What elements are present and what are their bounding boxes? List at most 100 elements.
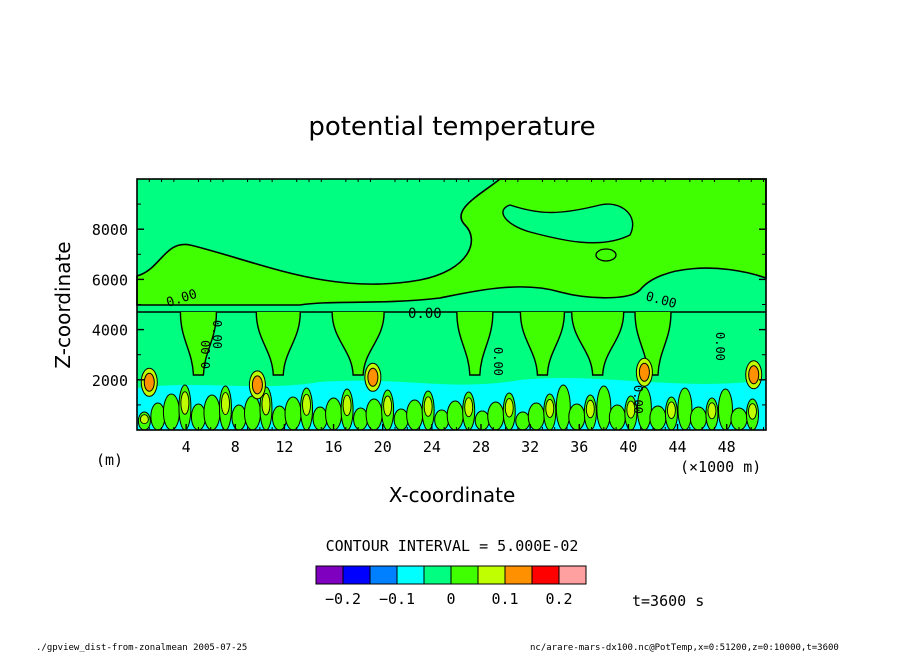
colorbar-swatch	[423, 565, 452, 585]
y-tick-label: 8000	[92, 221, 128, 239]
warm-core	[251, 375, 263, 395]
x-unit-label: (m)	[96, 451, 123, 469]
warm-core	[638, 362, 650, 382]
colorbar-swatch	[504, 565, 533, 585]
x-tick-label: 24	[423, 438, 441, 456]
upper-contour-patch	[502, 203, 634, 244]
turbulent-cell	[190, 403, 206, 431]
turbulent-core	[666, 401, 676, 419]
colorbar-swatch	[315, 565, 344, 585]
y-tick-label: 4000	[92, 322, 128, 340]
colorbar-tick-label: −0.2	[325, 590, 361, 608]
turbulent-core	[626, 400, 636, 419]
turbulent-core	[748, 403, 757, 420]
colorbar-tick-label: −0.1	[379, 590, 415, 608]
turbulent-cell	[596, 385, 612, 431]
contour-interval-label: CONTOUR INTERVAL = 5.000E-02	[326, 537, 579, 555]
colorbar-swatch	[396, 565, 425, 585]
warm-core	[367, 367, 379, 387]
footer-right: nc/arare-mars-dx100.nc@PotTemp,x=0:51200…	[530, 643, 839, 653]
turbulent-cell	[203, 394, 221, 431]
chart-title: potential temperature	[308, 112, 595, 142]
turbulent-cell	[162, 393, 180, 431]
colorbar-swatch	[342, 565, 371, 585]
turbulent-cell	[312, 406, 328, 431]
y-tick-label: 2000	[92, 372, 128, 390]
turbulent-core	[342, 394, 352, 417]
turbulent-core	[302, 393, 311, 416]
turbulent-cell	[608, 404, 626, 431]
colorbar-swatch	[558, 565, 587, 585]
x-tick-label: 48	[718, 438, 736, 456]
turbulent-core	[261, 393, 271, 416]
contour-label: 0.00	[408, 306, 442, 322]
warm-core	[748, 365, 760, 385]
turbulent-cell	[717, 388, 733, 431]
turbulent-cell	[730, 407, 748, 431]
turbulent-cell	[689, 406, 707, 431]
x-tick-label: 20	[374, 438, 392, 456]
colorbar-tick-label: 0.2	[545, 590, 572, 608]
turbulent-cell	[353, 407, 369, 431]
colorbar-swatch	[477, 565, 506, 585]
turbulent-cell	[555, 384, 571, 431]
colorbar-tick-label: 0.1	[491, 590, 518, 608]
turbulent-cell	[649, 405, 667, 431]
x-tick-label: 32	[521, 438, 539, 456]
colorbar: −0.2 −0.1 0 0.1 0.2	[315, 565, 587, 608]
x-tick-label: 16	[325, 438, 343, 456]
plume	[331, 311, 385, 376]
turbulent-core	[464, 397, 474, 418]
x-tick-label: 44	[669, 438, 687, 456]
turbulent-core	[707, 402, 717, 420]
x-axis: 4 8 12 16 20 24 28 32 36 40 44 48	[148, 179, 765, 456]
turbulent-core	[221, 392, 230, 416]
x-tick-label: 12	[275, 438, 293, 456]
contour-label: 0.00	[210, 320, 224, 349]
turbulent-cell	[231, 404, 247, 431]
y-tick-label: 6000	[92, 271, 128, 289]
turbulent-cell	[677, 387, 693, 431]
contour-labels: 0.00 0.00 0.00 0.00 0.00 0.00 0.00 0.00	[165, 287, 727, 414]
colorbar-swatch	[450, 565, 479, 585]
warm-core	[143, 372, 155, 392]
x-tick-label: 4	[182, 438, 191, 456]
x-tick-label: 36	[570, 438, 588, 456]
contour-label: 0.00	[491, 347, 505, 376]
contour-label: 0.00	[199, 340, 213, 369]
turbulent-cell	[243, 395, 261, 431]
colorbar-swatch	[369, 565, 398, 585]
colorbar-tick-label: 0	[446, 590, 455, 608]
plume	[570, 311, 625, 376]
plume	[456, 311, 494, 376]
footer-left: ./gpview_dist-from-zonalmean 2005-07-25	[36, 643, 247, 653]
contour-label: 0.00	[713, 332, 727, 361]
x-axis-label: X-coordinate	[389, 483, 516, 507]
turbulent-cell	[487, 401, 505, 431]
turbulent-core	[383, 395, 393, 417]
turbulent-core	[504, 398, 514, 418]
y-axis-label: Z-coordinate	[51, 241, 75, 368]
turbulent-cell	[365, 398, 383, 431]
plume	[255, 311, 301, 376]
x-tick-label: 40	[619, 438, 637, 456]
turbulent-core	[139, 414, 149, 425]
plot-area: 0.00 0.00 0.00 0.00 0.00 0.00 0.00 0.00	[136, 178, 767, 431]
turbulent-core	[180, 391, 190, 415]
turbulent-core	[423, 396, 433, 417]
x-tick-label: 8	[231, 438, 240, 456]
turbulent-cell	[284, 396, 302, 431]
turbulent-core	[585, 399, 595, 419]
x-tick-label: 28	[472, 438, 490, 456]
contour-label: 0.00	[631, 385, 645, 414]
turbulent-cell	[568, 403, 586, 431]
x-scale-label: (×1000 m)	[680, 458, 761, 476]
turbulent-cell	[474, 410, 490, 431]
turbulent-cell	[393, 408, 409, 431]
colorbar-swatch	[531, 565, 560, 585]
y-axis: 2000 4000 6000 8000	[92, 203, 766, 406]
turbulent-cell	[150, 402, 166, 431]
turbulent-cell	[406, 399, 424, 431]
plume	[519, 311, 566, 376]
